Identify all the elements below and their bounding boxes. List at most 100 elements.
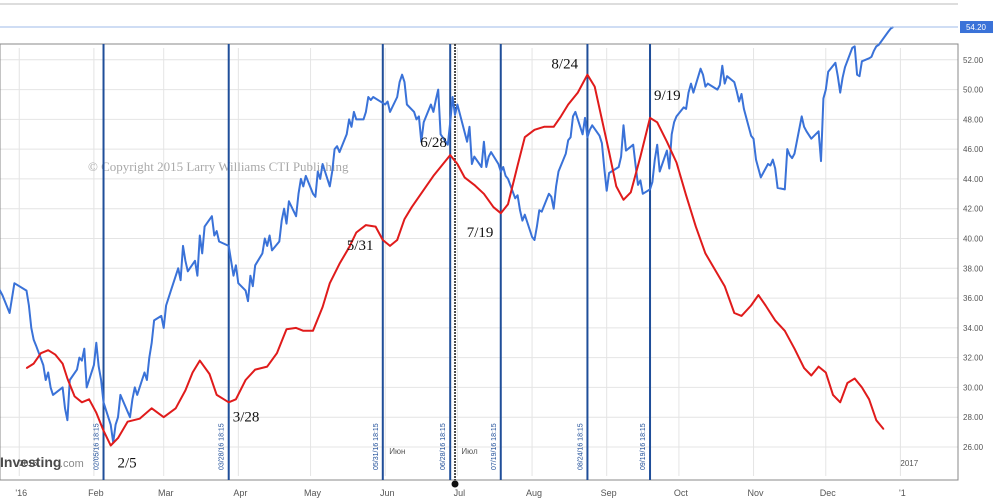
series-point-1 (285, 328, 288, 330)
series-point-0 (297, 193, 300, 195)
series-point-0 (285, 223, 288, 225)
series-point-0 (533, 239, 536, 241)
series-point-1 (74, 395, 76, 397)
series-point-0 (820, 160, 822, 162)
series-point-1 (524, 136, 526, 138)
series-point-0 (603, 167, 605, 170)
series-point-1 (543, 126, 545, 128)
series-point-0 (129, 416, 131, 418)
series-point-0 (115, 424, 117, 426)
y-tick-label: 42.00 (963, 205, 984, 214)
series-point-1 (724, 285, 726, 287)
series-point-0 (218, 240, 220, 243)
series-point-0 (42, 364, 44, 366)
series-point-1 (601, 118, 603, 120)
series-point-0 (348, 118, 350, 120)
series-point-0 (625, 150, 627, 152)
series-point-0 (336, 145, 338, 147)
series-point-1 (456, 163, 458, 165)
series-point-0 (825, 89, 827, 91)
series-point-0 (555, 185, 557, 187)
y-axis: 26.00 28.00 30.00 32.00 34.00 36.00 38.00 40.00… (963, 26, 984, 452)
series-point-0 (656, 144, 658, 146)
series-point-0 (83, 348, 85, 350)
series-point-0 (100, 379, 102, 381)
series-point-1 (774, 319, 776, 321)
series-point-0 (151, 342, 153, 344)
x-tick-label: Jun (380, 488, 395, 498)
series-point-0 (622, 124, 625, 126)
series-point-1 (483, 193, 485, 195)
series-point-0 (500, 170, 502, 173)
series-point-0 (856, 74, 858, 76)
series-point-0 (28, 304, 30, 307)
series-point-1 (492, 206, 495, 208)
series-point-0 (9, 312, 11, 314)
series-point-0 (878, 44, 880, 46)
series-point-0 (334, 148, 336, 150)
event-line-stamp: 09/19/16 18:15 (640, 423, 647, 470)
series-point-0 (62, 386, 64, 388)
x-tick-label: Apr (233, 488, 247, 498)
series-point-1 (266, 366, 268, 368)
series-point-1 (639, 156, 642, 158)
series-point-0 (786, 148, 788, 150)
series-point-0 (769, 164, 772, 167)
series-point-0 (760, 176, 762, 178)
series-point-0 (683, 106, 685, 108)
series-point-1 (235, 398, 237, 400)
series-point-0 (521, 220, 524, 222)
series-point-0 (196, 275, 198, 277)
series-point-0 (312, 193, 314, 195)
series-point-0 (278, 240, 280, 243)
series-point-0 (167, 297, 170, 299)
series-point-1 (88, 398, 90, 400)
series-point-0 (591, 124, 593, 126)
series-point-0 (541, 211, 543, 213)
series-point-0 (488, 156, 490, 158)
series-point-0 (466, 141, 468, 143)
series-point-0 (153, 319, 155, 321)
series-point-0 (649, 188, 651, 190)
series-point-0 (237, 282, 239, 284)
series-point-0 (875, 45, 877, 48)
series-point-0 (724, 83, 726, 85)
series-point-0 (452, 96, 454, 98)
series-point-1 (110, 444, 112, 447)
series-point-0 (536, 226, 538, 228)
series-point-0 (266, 245, 268, 247)
series-point-1 (81, 401, 83, 403)
series-point-0 (302, 185, 304, 187)
series-point-0 (582, 133, 584, 135)
series-point-0 (791, 157, 793, 159)
y-tick-label: 32.00 (963, 354, 984, 363)
series-point-0 (827, 71, 829, 73)
series-point-0 (160, 315, 162, 317)
series-point-0 (858, 75, 861, 77)
x-tick-label: Sep (601, 488, 617, 498)
series-point-1 (473, 184, 475, 186)
series-point-0 (64, 407, 66, 409)
series-point-1 (127, 421, 129, 423)
series-point-0 (550, 196, 552, 198)
series-point-0 (201, 252, 203, 254)
series-point-0 (134, 386, 136, 388)
series-point-0 (165, 304, 167, 307)
series-point-1 (560, 115, 562, 117)
series-point-1 (338, 263, 341, 265)
series-point-0 (456, 103, 458, 106)
series-point-1 (418, 196, 420, 198)
series-point-0 (570, 136, 572, 138)
series-point-1 (199, 360, 201, 362)
series-point-1 (517, 164, 519, 167)
x-tick-label: Aug (526, 488, 542, 498)
last-price-badge (960, 21, 993, 34)
series-point-0 (517, 194, 519, 196)
annotation-label: 6/28 (420, 135, 447, 151)
brand-logo: Investing .com (0, 454, 84, 470)
series-point-1 (62, 363, 64, 365)
series-point-0 (639, 179, 642, 181)
series-point-1 (577, 92, 579, 94)
series-point-0 (803, 126, 805, 128)
series-point-0 (608, 172, 610, 174)
